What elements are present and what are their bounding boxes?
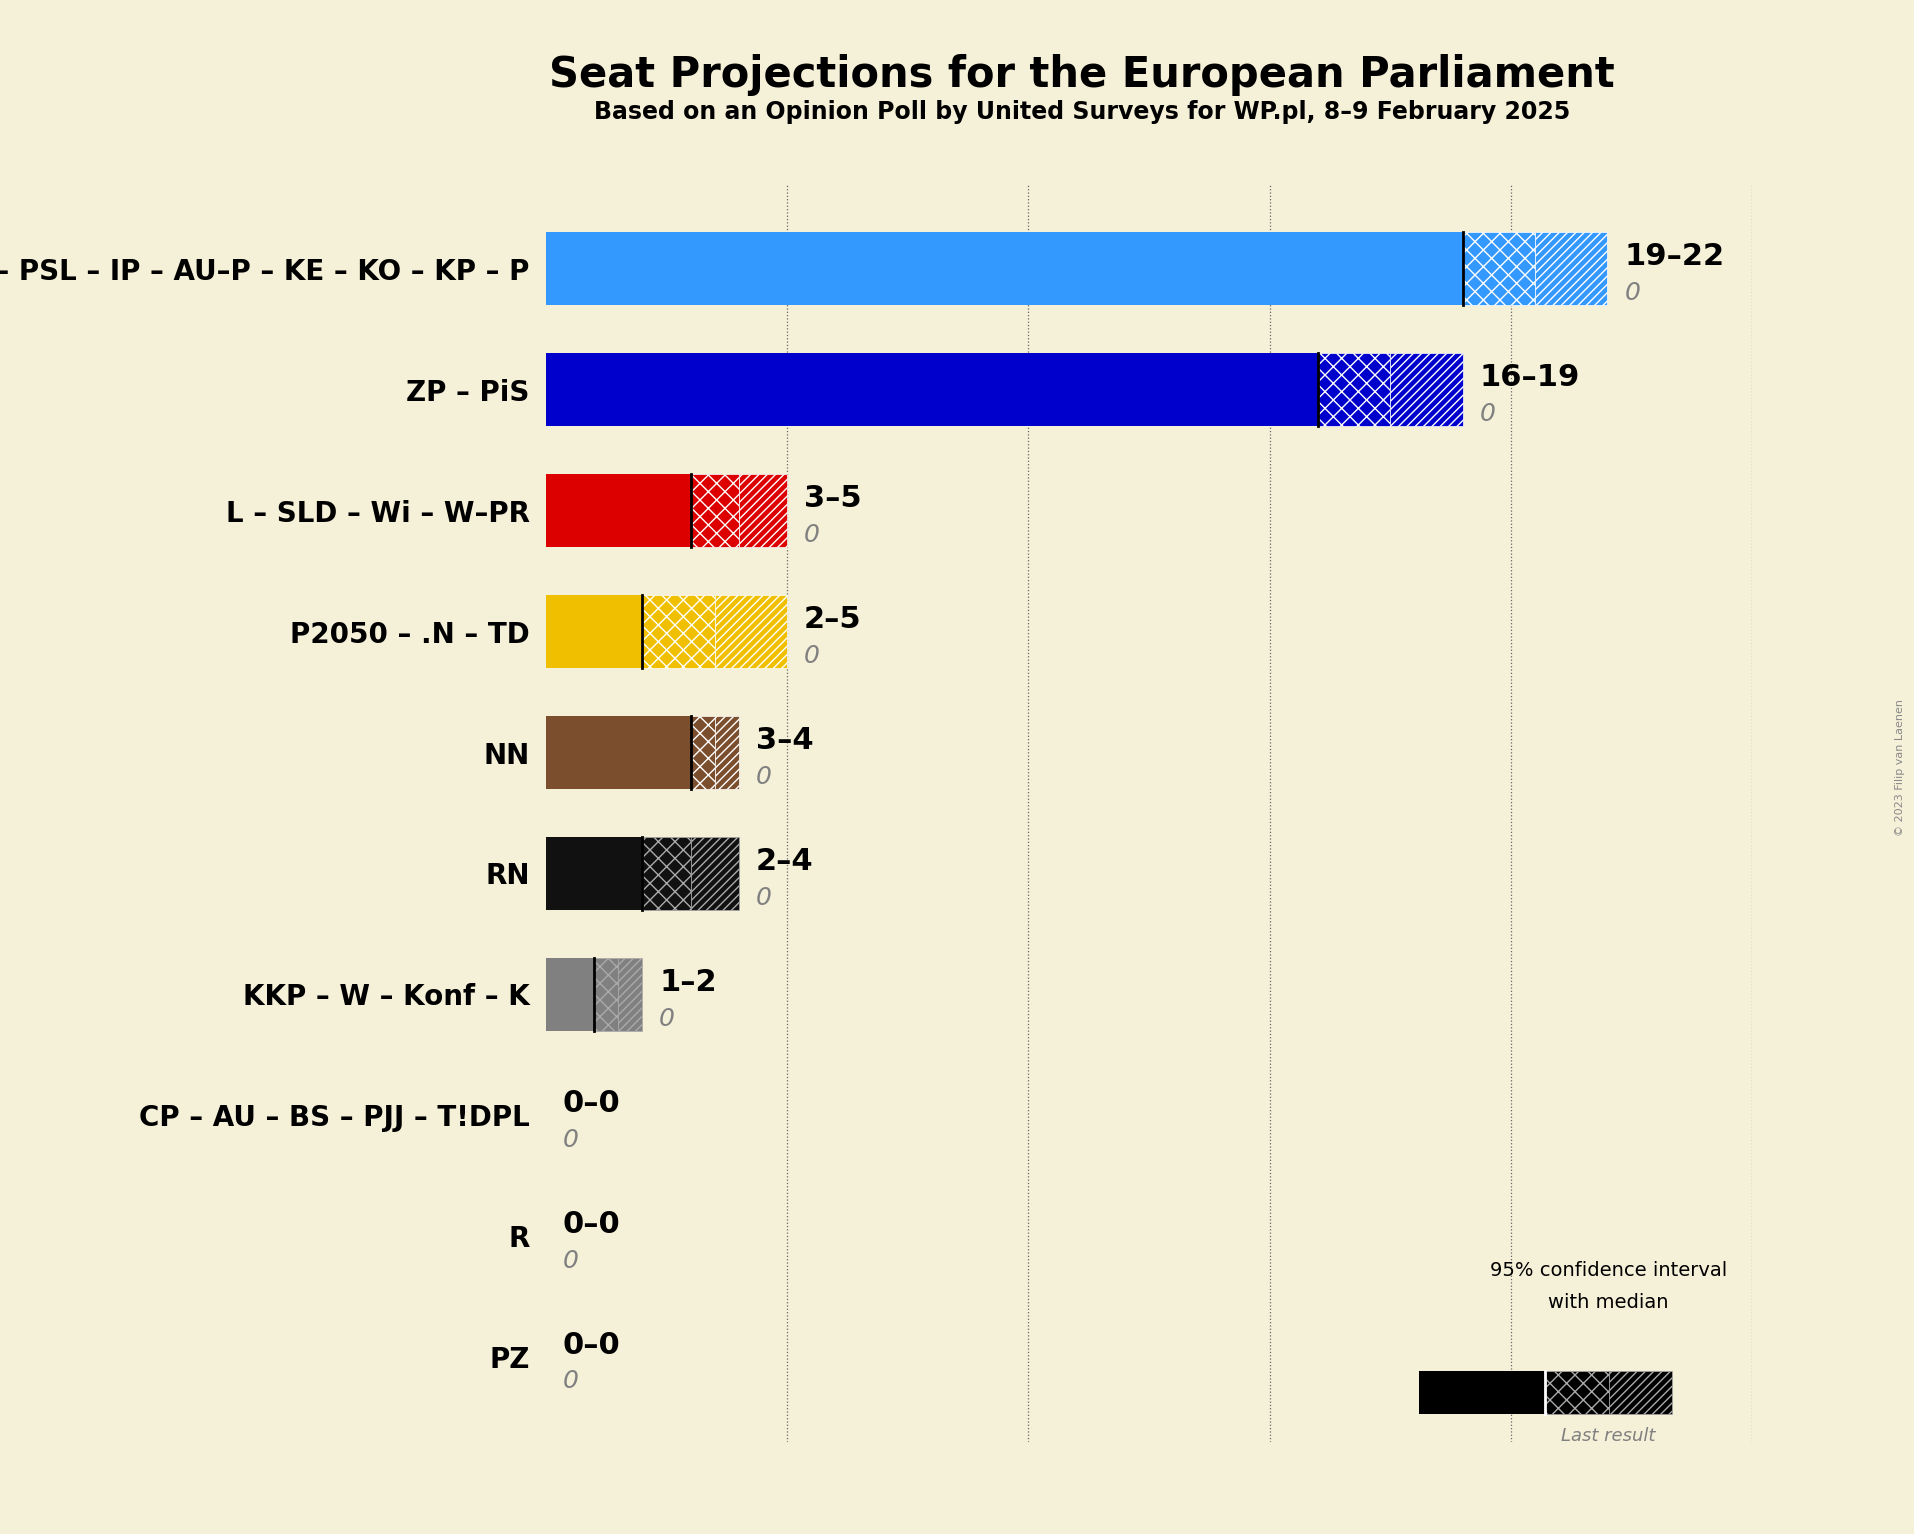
Bar [1418, 1371, 1545, 1414]
Bar [1462, 233, 1535, 305]
Bar [545, 959, 593, 1031]
Bar [545, 233, 1462, 305]
Text: 0: 0 [563, 1127, 578, 1152]
Bar [691, 474, 739, 548]
Text: 2–4: 2–4 [756, 847, 813, 876]
Bar [1545, 1371, 1608, 1414]
Bar [618, 959, 641, 1031]
Text: 0–0: 0–0 [563, 1210, 620, 1239]
Text: 3–4: 3–4 [756, 726, 813, 755]
Bar [691, 838, 739, 910]
Bar [1390, 353, 1462, 426]
Text: Last result: Last result [1560, 1427, 1656, 1445]
Text: 0: 0 [804, 644, 819, 667]
Bar [1535, 233, 1606, 305]
Bar [641, 595, 714, 667]
Bar [545, 474, 691, 548]
Text: with median: with median [1548, 1293, 1667, 1312]
Text: 0: 0 [563, 1249, 578, 1273]
Bar [545, 595, 641, 667]
Text: 0–0: 0–0 [563, 1330, 620, 1359]
Bar [691, 716, 714, 788]
Bar [641, 838, 691, 910]
Text: 0: 0 [804, 523, 819, 546]
Bar [545, 838, 641, 910]
Text: 16–19: 16–19 [1480, 364, 1579, 393]
Text: 0: 0 [756, 765, 771, 788]
Bar [593, 959, 618, 1031]
Text: 0: 0 [563, 1370, 578, 1393]
Text: 3–5: 3–5 [804, 485, 861, 512]
Bar [714, 716, 739, 788]
Text: 0: 0 [1480, 402, 1495, 426]
Text: 1–2: 1–2 [658, 968, 716, 997]
Text: 0: 0 [756, 885, 771, 910]
Bar [1317, 353, 1390, 426]
Bar [545, 353, 1317, 426]
Text: Seat Projections for the European Parliament: Seat Projections for the European Parlia… [549, 54, 1614, 95]
Bar [739, 474, 787, 548]
Text: 0: 0 [658, 1006, 676, 1031]
Text: Based on an Opinion Poll by United Surveys for WP.pl, 8–9 February 2025: Based on an Opinion Poll by United Surve… [593, 100, 1569, 124]
Bar [1608, 1371, 1671, 1414]
Text: 0: 0 [1623, 281, 1640, 305]
Bar [714, 595, 787, 667]
Bar [545, 716, 691, 788]
Text: 2–5: 2–5 [804, 604, 861, 634]
Text: 0–0: 0–0 [563, 1089, 620, 1118]
Text: 95% confidence interval: 95% confidence interval [1489, 1261, 1726, 1279]
Text: 19–22: 19–22 [1623, 242, 1725, 272]
Text: © 2023 Filip van Laenen: © 2023 Filip van Laenen [1893, 698, 1904, 836]
